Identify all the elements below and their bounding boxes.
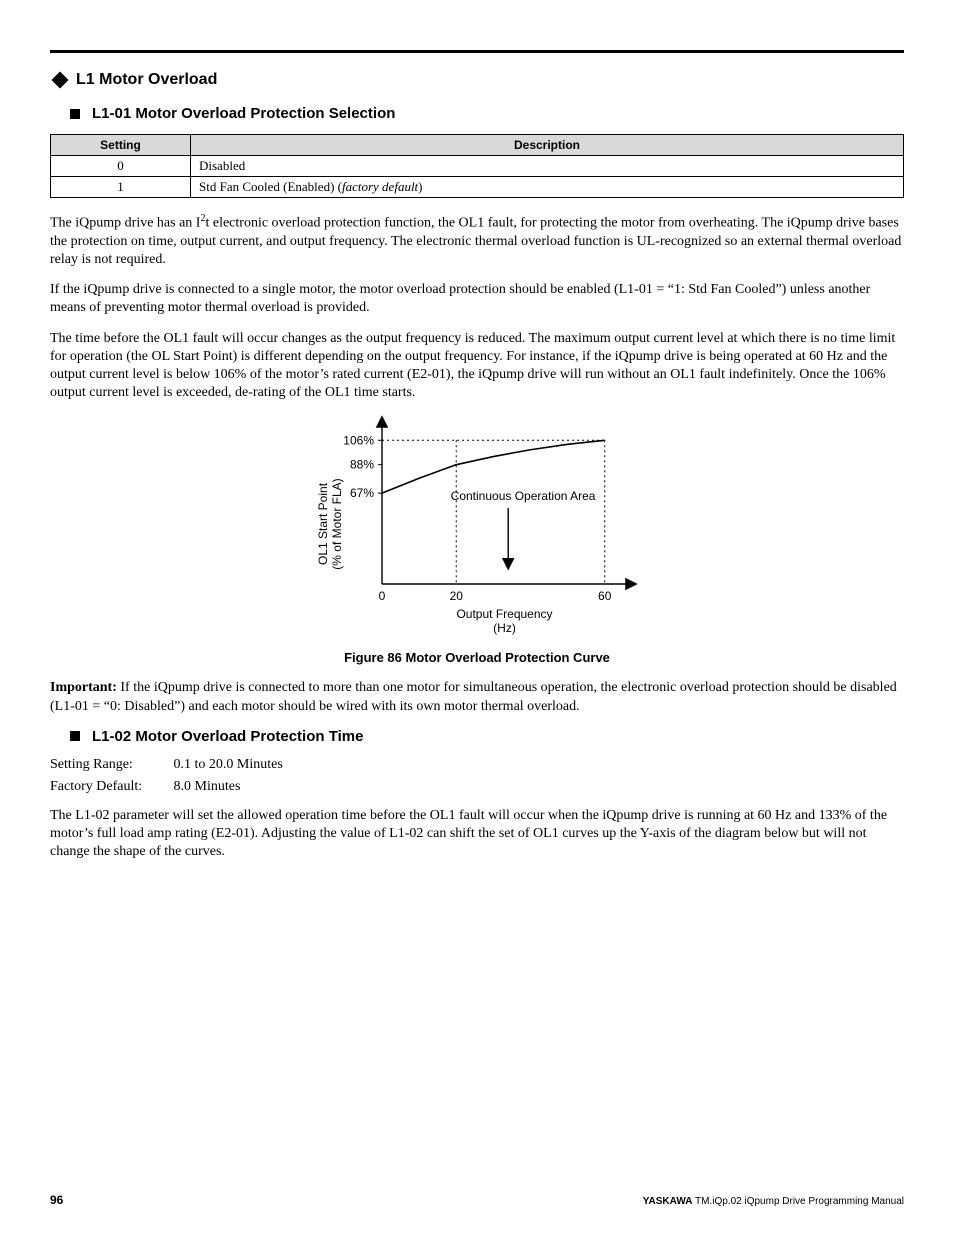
svg-text:(Hz): (Hz) xyxy=(493,621,516,635)
page-footer: 96 YASKAWA TM.iQp.02 iQpump Drive Progra… xyxy=(50,1193,904,1207)
paragraph-important: Important: If the iQpump drive is connec… xyxy=(50,679,904,715)
range-value: 0.1 to 20.0 Minutes xyxy=(174,757,283,772)
svg-text:OL1 Start Point: OL1 Start Point xyxy=(316,483,330,566)
square-icon xyxy=(70,731,80,741)
footer-text: TM.iQp.02 iQpump Drive Programming Manua… xyxy=(692,1196,904,1207)
h2a-text: L1-01 Motor Overload Protection Selectio… xyxy=(92,105,395,122)
range-label: Setting Range: xyxy=(50,757,170,773)
section-heading-l1-01: L1-01 Motor Overload Protection Selectio… xyxy=(50,105,904,122)
th-description: Description xyxy=(191,135,904,156)
paragraph-3: The time before the OL1 fault will occur… xyxy=(50,330,904,403)
setting-range: Setting Range: 0.1 to 20.0 Minutes xyxy=(50,757,904,773)
settings-table: Setting Description 0 Disabled 1 Std Fan… xyxy=(50,134,904,198)
section-heading-l1: L1 Motor Overload xyxy=(50,71,904,89)
h1-text: L1 Motor Overload xyxy=(76,71,217,89)
cell-description: Std Fan Cooled (Enabled) (factory defaul… xyxy=(191,177,904,198)
table-header-row: Setting Description xyxy=(51,135,904,156)
factory-default: Factory Default: 8.0 Minutes xyxy=(50,779,904,795)
chart-svg: 106% 88% 67% 0 20 60 Continuous Operation Area… xyxy=(287,414,667,644)
svg-text:60: 60 xyxy=(598,589,612,603)
footer-brand: YASKAWA xyxy=(643,1196,693,1207)
footer-doc: YASKAWA TM.iQp.02 iQpump Drive Programmi… xyxy=(643,1196,904,1207)
th-setting: Setting xyxy=(51,135,191,156)
section-heading-l1-02: L1-02 Motor Overload Protection Time xyxy=(50,728,904,745)
figure-caption: Figure 86 Motor Overload Protection Curv… xyxy=(50,650,904,665)
cell-setting: 1 xyxy=(51,177,191,198)
figure-86: 106% 88% 67% 0 20 60 Continuous Operation Area… xyxy=(50,414,904,644)
desc-italic: factory default xyxy=(342,179,418,194)
svg-text:20: 20 xyxy=(450,589,464,603)
svg-text:88%: 88% xyxy=(350,458,374,472)
svg-text:0: 0 xyxy=(379,589,386,603)
page-number: 96 xyxy=(50,1193,63,1207)
h2b-text: L1-02 Motor Overload Protection Time xyxy=(92,728,363,745)
cell-setting: 0 xyxy=(51,156,191,177)
default-value: 8.0 Minutes xyxy=(174,779,241,794)
paragraph-1: The iQpump drive has an I2t electronic o… xyxy=(50,212,904,269)
paragraph-2: If the iQpump drive is connected to a si… xyxy=(50,281,904,317)
svg-text:Continuous Operation Area: Continuous Operation Area xyxy=(451,489,596,503)
paragraph-4: The L1-02 parameter will set the allowed… xyxy=(50,807,904,862)
default-label: Factory Default: xyxy=(50,779,170,795)
desc-prefix: Std Fan Cooled (Enabled) ( xyxy=(199,179,342,194)
cell-description: Disabled xyxy=(191,156,904,177)
important-label: Important: xyxy=(50,680,117,695)
svg-text:(% of Motor FLA): (% of Motor FLA) xyxy=(330,479,344,570)
important-text: If the iQpump drive is connected to more… xyxy=(50,680,897,713)
svg-text:106%: 106% xyxy=(343,434,374,448)
table-row: 0 Disabled xyxy=(51,156,904,177)
p1a: The iQpump drive has an I xyxy=(50,216,200,231)
table-row: 1 Std Fan Cooled (Enabled) (factory defa… xyxy=(51,177,904,198)
top-rule xyxy=(50,50,904,53)
diamond-icon xyxy=(52,72,69,89)
svg-text:Output Frequency: Output Frequency xyxy=(456,607,552,621)
square-icon xyxy=(70,109,80,119)
svg-text:67%: 67% xyxy=(350,486,374,500)
desc-suffix: ) xyxy=(418,179,422,194)
